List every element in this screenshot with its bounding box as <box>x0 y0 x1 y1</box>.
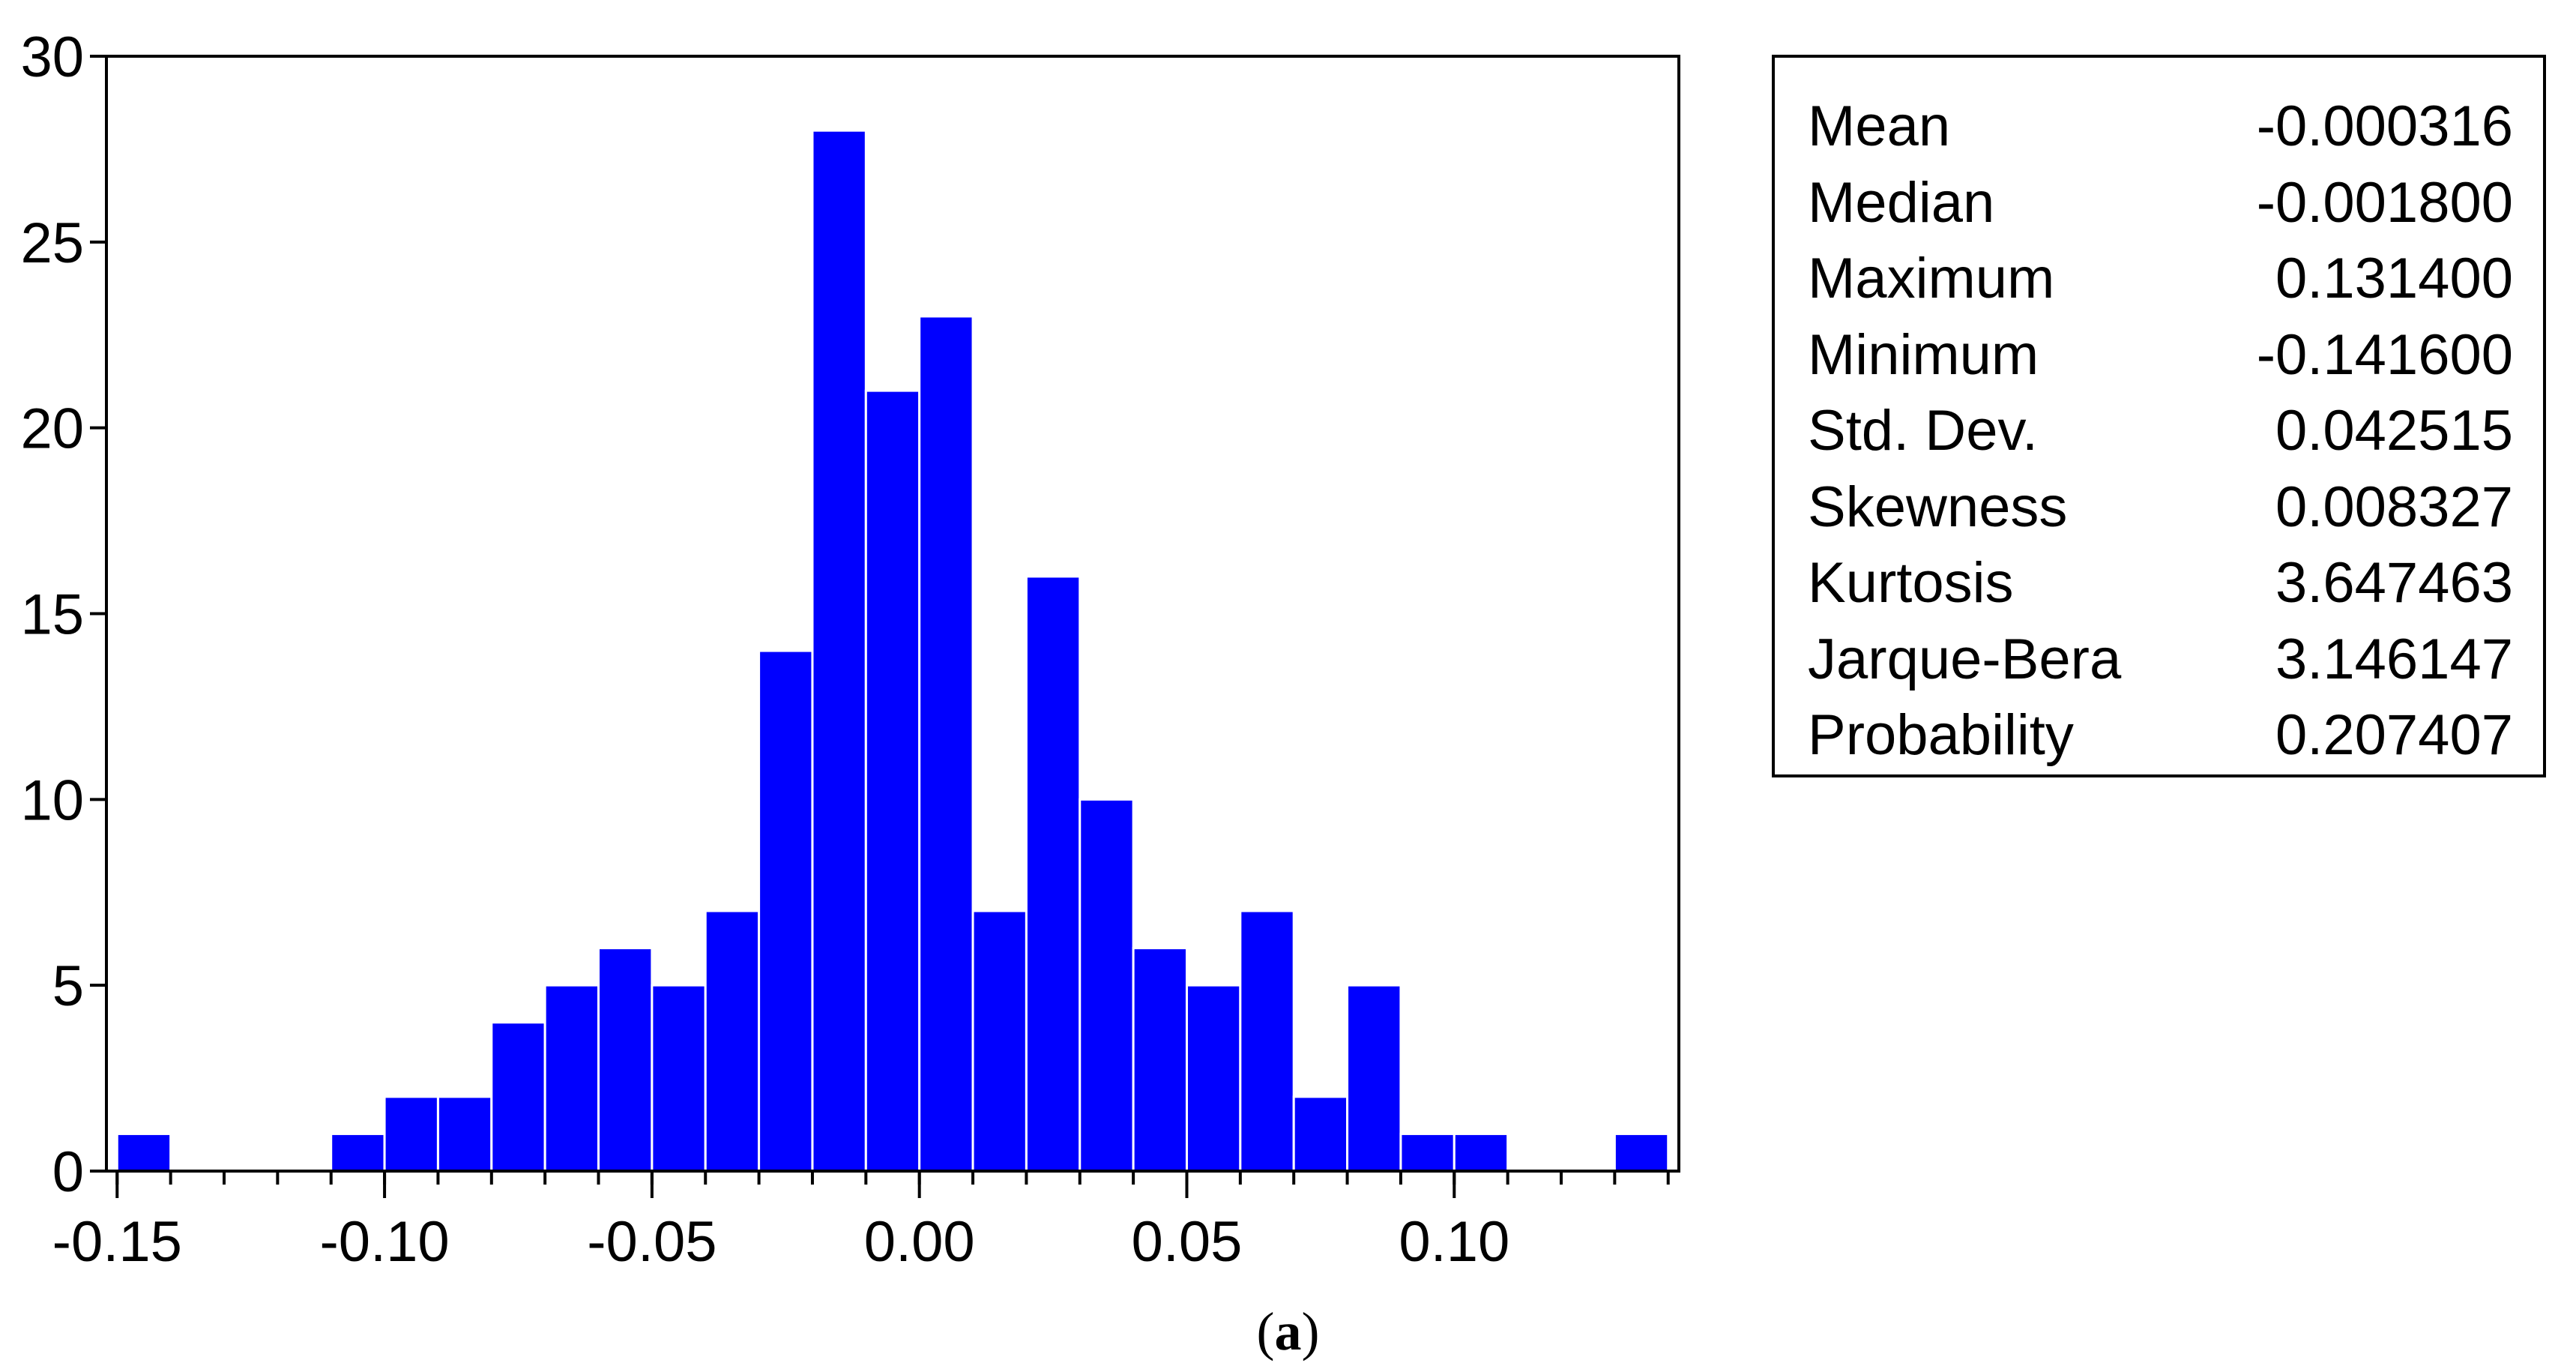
stat-label: Kurtosis <box>1808 551 2014 615</box>
histogram-bar <box>330 1132 386 1173</box>
x-tick-label: -0.15 <box>52 1210 182 1274</box>
stat-value: 3.647463 <box>2275 551 2513 615</box>
stat-value: 0.042515 <box>2275 399 2513 463</box>
stat-row: Skewness 0.008327 <box>1808 470 2513 545</box>
stat-value: 0.207407 <box>2275 703 2513 767</box>
y-tick-label: 25 <box>20 211 84 275</box>
y-tick-label: 15 <box>20 583 84 647</box>
histogram-bar <box>1399 1132 1456 1173</box>
stat-label: Minimum <box>1808 322 2039 387</box>
histogram-bar <box>1346 984 1402 1173</box>
y-tick-label: 20 <box>20 397 84 461</box>
histogram-bar <box>758 649 814 1173</box>
histogram-bar <box>383 1095 439 1173</box>
stat-row: Mean -0.000316 <box>1808 89 2513 164</box>
stat-label: Maximum <box>1808 247 2055 310</box>
x-tick-label: -0.10 <box>319 1210 449 1274</box>
histogram-bar <box>811 129 867 1173</box>
histogram-bar <box>1453 1132 1509 1173</box>
histogram-bar <box>1185 984 1242 1173</box>
histogram-bar <box>864 389 921 1173</box>
histogram-bar <box>971 909 1028 1173</box>
stat-value: 0.008327 <box>2275 475 2513 539</box>
figure-caption: (a) <box>0 1301 2576 1363</box>
stat-row: Minimum -0.141600 <box>1808 318 2513 393</box>
stat-row: Std. Dev. 0.042515 <box>1808 394 2513 469</box>
stat-value: 3.146147 <box>2275 627 2513 691</box>
histogram-bar <box>1239 909 1295 1173</box>
histogram-bar <box>1079 798 1135 1173</box>
histogram-bar <box>704 909 761 1173</box>
histogram-bar <box>1132 947 1188 1173</box>
stat-label: Jarque-Bera <box>1808 627 2122 691</box>
stat-label: Std. Dev. <box>1808 399 2038 463</box>
histogram-bar <box>597 947 654 1173</box>
caption-letter: a <box>1274 1302 1302 1362</box>
stat-value: -0.001800 <box>2256 170 2513 235</box>
y-tick-label: 10 <box>20 768 84 832</box>
stat-row: Probability 0.207407 <box>1808 698 2513 773</box>
histogram-chart: 0 5 10 15 20 25 30 -0.15 -0.10 -0.05 0.00 0.05 0.10 <box>20 25 1680 1274</box>
histogram-bar <box>651 984 707 1173</box>
histogram-bar <box>115 1132 172 1173</box>
y-tick-label: 0 <box>52 1140 84 1204</box>
histogram-bar <box>918 315 974 1173</box>
stat-value: 0.131400 <box>2275 247 2513 310</box>
x-tick-label: 0.05 <box>1132 1210 1243 1274</box>
stat-row: Maximum 0.131400 <box>1808 241 2513 316</box>
histogram-bar <box>543 984 600 1173</box>
caption-close-paren: ) <box>1301 1302 1320 1362</box>
histogram-bar <box>1613 1132 1670 1173</box>
stat-label: Skewness <box>1808 475 2068 539</box>
stat-label: Probability <box>1808 703 2074 767</box>
statistics-panel: Mean -0.000316 Median -0.001800 Maximum 0.131… <box>1772 55 2546 777</box>
histogram-bar <box>436 1095 493 1173</box>
y-tick-label: 5 <box>52 954 84 1018</box>
x-tick-label: 0.00 <box>864 1210 975 1274</box>
y-tick-label: 30 <box>20 25 84 89</box>
stat-value: -0.141600 <box>2256 322 2513 387</box>
stat-row: Median -0.001800 <box>1808 166 2513 241</box>
stat-row: Kurtosis 3.647463 <box>1808 546 2513 621</box>
caption-open-paren: ( <box>1256 1302 1275 1362</box>
stat-label: Mean <box>1808 94 1951 158</box>
histogram-bar <box>1025 575 1082 1173</box>
stat-value: -0.000316 <box>2256 94 2513 158</box>
stat-row: Jarque-Bera 3.146147 <box>1808 622 2513 697</box>
x-tick-label: -0.05 <box>587 1210 717 1274</box>
histogram-bar <box>490 1021 546 1173</box>
histogram-bar <box>1292 1095 1349 1173</box>
stat-label: Median <box>1808 170 1995 235</box>
x-tick-label: 0.10 <box>1399 1210 1509 1274</box>
